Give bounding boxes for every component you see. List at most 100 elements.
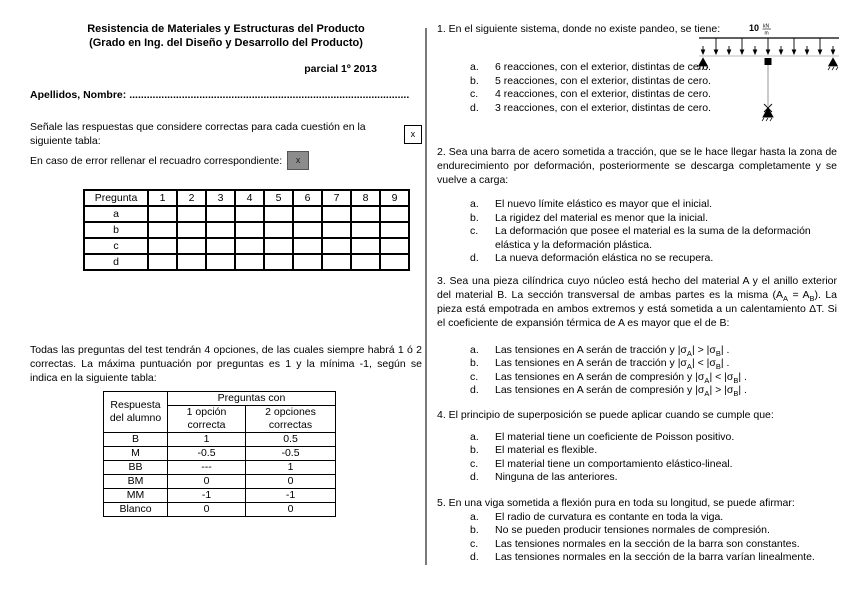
question-2-text: 2. Sea una barra de acero sometida a tra… [437, 146, 837, 186]
error-checkbox: x [287, 151, 310, 170]
scoring-header-row-2: 1 opción correcta 2 opciones correctas [104, 405, 336, 433]
option-letter: b. [470, 357, 479, 369]
question-number-cell: 6 [292, 189, 323, 207]
scoring-value: -1 [167, 488, 246, 503]
bottom-pin-support-icon [761, 103, 774, 122]
scoring-row: Blanco 0 0 [103, 502, 336, 517]
answer-cell [147, 221, 178, 239]
scoring-row: BB --- 1 [103, 460, 336, 475]
answer-cell [147, 237, 178, 255]
answer-cell [350, 221, 381, 239]
option-letter: d. [470, 471, 479, 483]
option-text: El material es flexible. [495, 444, 598, 456]
svg-text:m: m [765, 31, 769, 37]
svg-text:kN: kN [763, 24, 770, 30]
option-text: 4 reacciones, con el exterior, distintas… [495, 88, 711, 100]
question-number-cell: 4 [234, 189, 265, 207]
option-text: Las tensiones normales en la sección de … [495, 537, 800, 550]
scoring-subheader-one: 1 opción correcta [167, 405, 246, 433]
name-dots-line: ........................................… [129, 89, 410, 101]
exam-title-line1: Resistencia de Materiales y Estructuras … [87, 23, 365, 35]
option-letter: b. [470, 211, 479, 224]
right-column: 1. En el siguiente sistema, donde no exi… [437, 22, 837, 565]
option-letter: c. [470, 225, 479, 237]
answer-cell [263, 253, 294, 271]
scoring-group-header: Preguntas con [167, 391, 336, 406]
scoring-row: BM 0 0 [103, 474, 336, 489]
option-letter: d. [470, 101, 479, 114]
question-3-option-c: c. Las tensiones en A serán de compresión… [437, 371, 837, 385]
left-column: Resistencia de Materiales y Estructuras … [30, 22, 422, 517]
answer-cell [292, 237, 323, 255]
question-number-cell: 8 [350, 189, 381, 207]
answer-cell [176, 221, 207, 239]
scoring-row: MM -1 -1 [103, 488, 336, 503]
scoring-intro-paragraph: Todas las preguntas del test tendrán 4 o… [30, 344, 422, 384]
scoring-value: -0.5 [245, 446, 336, 461]
question-5-option-a: a. El radio de curvatura es contante en t… [437, 511, 837, 525]
answer-grid-row-c: c [83, 237, 410, 255]
scoring-value: -0.5 [167, 446, 246, 461]
question-4-option-a: a. El material tiene un coeficiente de Po… [437, 431, 837, 445]
option-text: Las tensiones en A serán de tracción y |… [495, 343, 730, 358]
question-number-cell: 7 [321, 189, 352, 207]
answer-cell [234, 205, 265, 223]
question-2-option-a: a. El nuevo límite elástico es mayor que … [437, 198, 837, 212]
option-letter: c. [470, 537, 479, 550]
question-3-option-a: a. Las tensiones en A serán de tracción y… [437, 344, 837, 358]
answer-cell [350, 253, 381, 271]
answer-cell [321, 205, 352, 223]
option-letter: b. [470, 74, 479, 87]
scoring-answer: Blanco [103, 502, 168, 517]
scoring-value: 0 [245, 502, 336, 517]
pin-support-left-icon [697, 57, 709, 71]
exam-title: Resistencia de Materiales y Estructuras … [30, 22, 422, 50]
option-text: El material tiene un coeficiente de Pois… [495, 430, 735, 443]
instruction-mark-row: Señale las respuestas que considere corr… [30, 120, 422, 148]
answer-cell [205, 205, 236, 223]
option-text: La deformación que posee el material es … [495, 225, 811, 251]
scoring-answer: M [103, 446, 168, 461]
beam-load-diagram: 10 kN m [697, 23, 839, 122]
scoring-value: -1 [245, 488, 336, 503]
scoring-row: B 1 0.5 [103, 432, 336, 447]
option-text: El nuevo límite elástico es mayor que el… [495, 198, 713, 210]
option-text: Las tensiones normales en la sección de … [495, 551, 815, 563]
question-1-option-a: a. 6 reacciones, con el exterior, distint… [437, 61, 837, 75]
exam-session-label: parcial 1º 2013 [304, 63, 377, 75]
question-1-options: a. 6 reacciones, con el exterior, distint… [437, 61, 837, 115]
column-divider [425, 28, 427, 565]
answer-cell [205, 237, 236, 255]
scoring-answer: BM [103, 474, 168, 489]
scoring-answer: B [103, 432, 168, 447]
exam-title-line2: (Grado en Ing. del Diseño y Desarrollo d… [89, 37, 363, 49]
name-label: Apellidos, Nombre: [30, 89, 127, 101]
question-number-cell: 2 [176, 189, 207, 207]
answer-cell [263, 237, 294, 255]
option-text: Las tensiones en A serán de compresión y… [495, 384, 747, 399]
answer-cell [321, 253, 352, 271]
answer-row-label: a [83, 205, 149, 223]
question-1-text: 1. En el siguiente sistema, donde no exi… [437, 23, 721, 35]
option-text: 6 reacciones, con el exterior, distintas… [495, 61, 711, 73]
instruction-error-row: En caso de error rellenar el recuadro co… [30, 151, 422, 170]
answer-cell [205, 221, 236, 239]
answer-cell [263, 221, 294, 239]
question-1-option-d: d. 3 reacciones, con el exterior, distint… [437, 102, 837, 116]
option-letter: a. [470, 510, 479, 523]
option-text: El radio de curvatura es contante en tod… [495, 510, 724, 523]
answer-row-label: d [83, 253, 149, 271]
load-arrows-icon [700, 38, 836, 56]
question-3-options: a. Las tensiones en A serán de tracción y… [437, 344, 837, 398]
answer-cell [350, 237, 381, 255]
answer-cell [147, 253, 178, 271]
answer-row-label: c [83, 237, 149, 255]
scoring-table: Respuesta del alumno Preguntas con 1 opc… [103, 391, 336, 517]
answer-cell [176, 253, 207, 271]
answer-cell [263, 205, 294, 223]
question-4-option-d: d. Ninguna de las anteriores. [437, 471, 837, 485]
option-letter: c. [470, 457, 479, 470]
option-letter: d. [470, 252, 479, 264]
question-3-text: 3. Sea una pieza cilíndrica cuyo núcleo … [437, 274, 837, 329]
option-letter: a. [470, 430, 479, 443]
